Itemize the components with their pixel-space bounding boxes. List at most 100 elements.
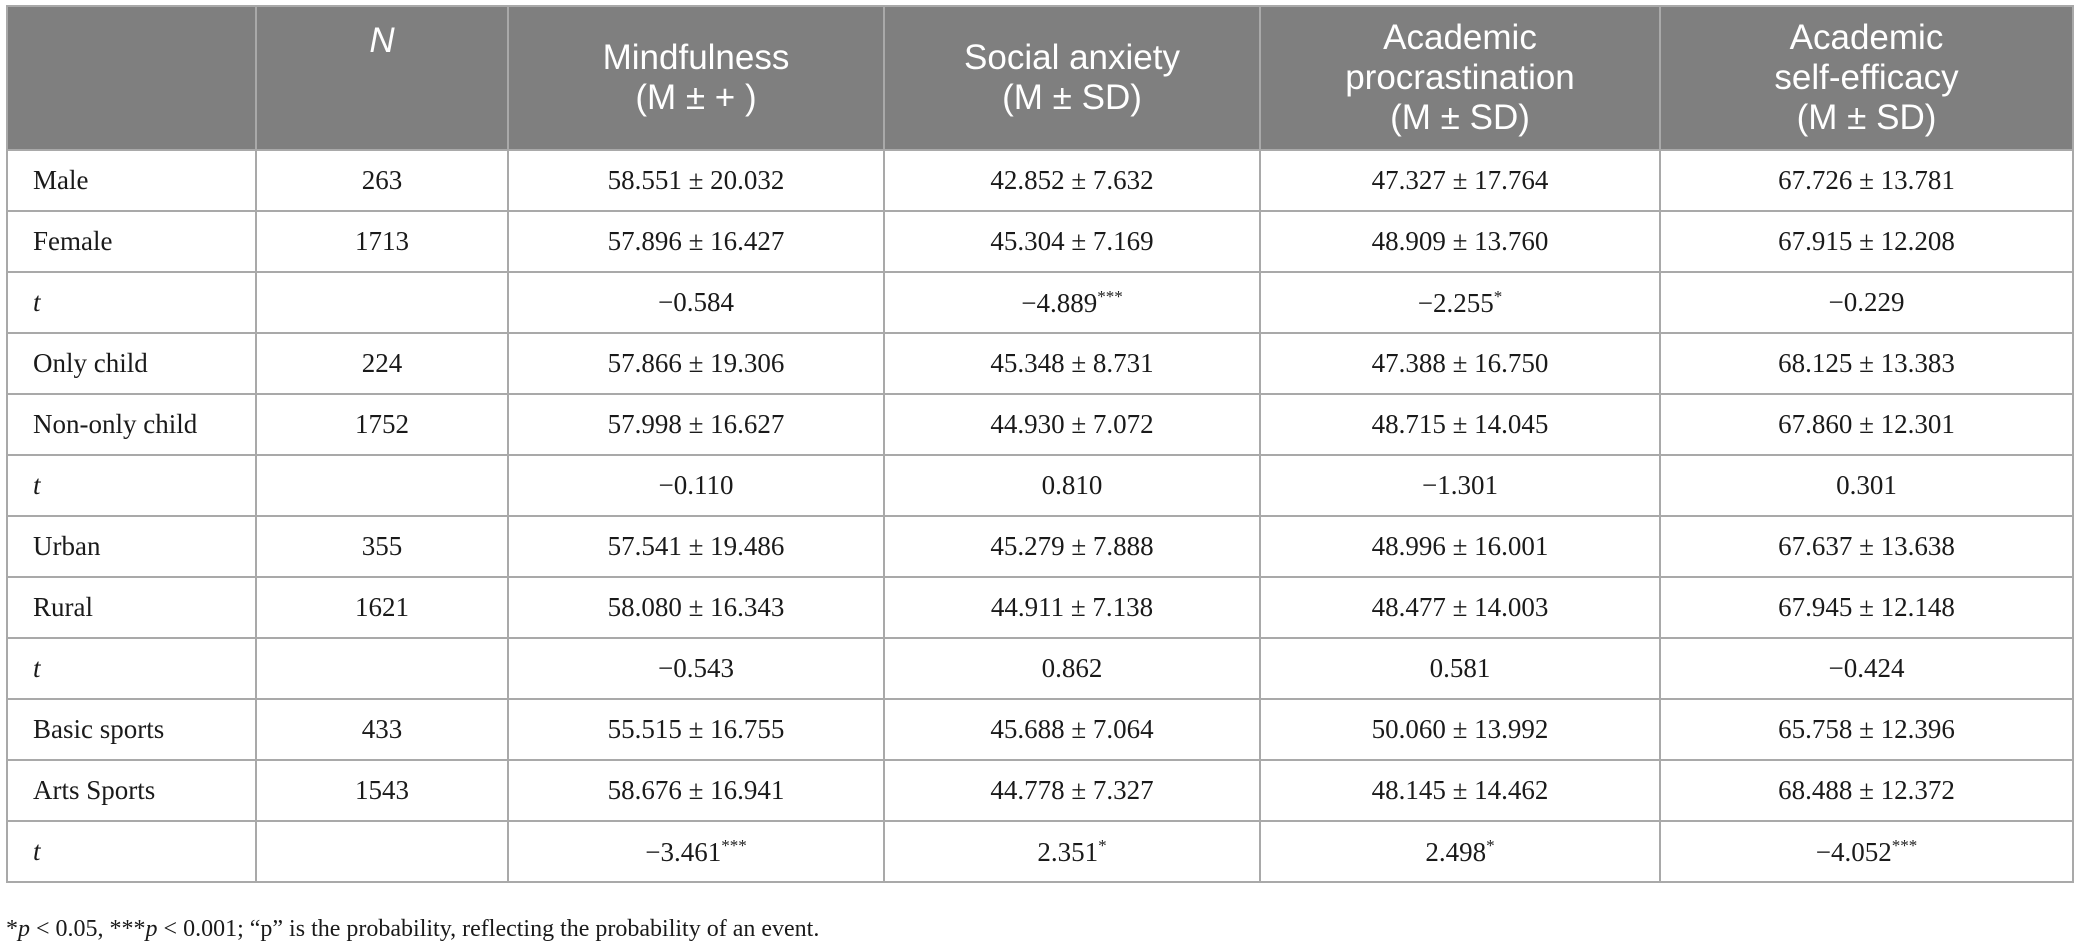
cell-social-anxiety: 45.279 ± 7.888	[883, 515, 1261, 578]
row-label: Arts Sports	[6, 759, 257, 822]
column-header-line: Social anxiety	[964, 38, 1180, 77]
table-row: t −0.584 −4.889*** −2.255* −0.229	[6, 271, 2074, 334]
table-row: t −0.543 0.862 0.581 −0.424	[6, 637, 2074, 700]
cell-mindfulness: 58.080 ± 16.343	[507, 576, 885, 639]
cell-self-efficacy: −4.052***	[1659, 820, 2074, 883]
cell-self-efficacy: 68.488 ± 12.372	[1659, 759, 2074, 822]
cell-social-anxiety: 45.348 ± 8.731	[883, 332, 1261, 395]
table-row: t −0.110 0.810 −1.301 0.301	[6, 454, 2074, 517]
significance-marker: ***	[721, 835, 747, 855]
cell-mindfulness: 55.515 ± 16.755	[507, 698, 885, 761]
table-row: t −3.461*** 2.351* 2.498* −4.052***	[6, 820, 2074, 883]
column-header-line: Mindfulness	[602, 38, 790, 77]
cell-mindfulness: −0.110	[507, 454, 885, 517]
significance-marker: *	[1098, 835, 1107, 855]
cell-self-efficacy: 65.758 ± 12.396	[1659, 698, 2074, 761]
cell-n	[255, 820, 509, 883]
table-row: Only child 224 57.866 ± 19.306 45.348 ± 8.7…	[6, 332, 2074, 395]
cell-n: 1752	[255, 393, 509, 456]
cell-self-efficacy: 67.726 ± 13.781	[1659, 149, 2074, 212]
cell-self-efficacy: 67.945 ± 12.148	[1659, 576, 2074, 639]
cell-procrastination: 2.498*	[1259, 820, 1661, 883]
cell-mindfulness: 57.998 ± 16.627	[507, 393, 885, 456]
cell-procrastination: 50.060 ± 13.992	[1259, 698, 1661, 761]
column-header-line: procrastination	[1345, 58, 1575, 97]
cell-social-anxiety: −4.889***	[883, 271, 1261, 334]
cell-n: 1713	[255, 210, 509, 273]
cell-social-anxiety: 0.810	[883, 454, 1261, 517]
descriptive-stats-table: N Mindfulness (M ± + ) Social anxiety (M ± S…	[6, 5, 2074, 883]
cell-mindfulness: 57.896 ± 16.427	[507, 210, 885, 273]
row-label: Female	[6, 210, 257, 273]
row-label: t	[6, 820, 257, 883]
cell-n	[255, 637, 509, 700]
header-row: N Mindfulness (M ± + ) Social anxiety (M ± S…	[6, 5, 2074, 151]
significance-marker: ***	[1097, 286, 1123, 306]
cell-n: 1621	[255, 576, 509, 639]
cell-mindfulness: −0.543	[507, 637, 885, 700]
column-header-1: N	[255, 5, 509, 151]
column-header-line: N	[369, 21, 395, 60]
cell-self-efficacy: −0.424	[1659, 637, 2074, 700]
cell-procrastination: −2.255*	[1259, 271, 1661, 334]
cell-procrastination: −1.301	[1259, 454, 1661, 517]
column-header-4: Academic procrastination (M ± SD)	[1259, 5, 1661, 151]
column-header-line: (M ± + )	[635, 78, 757, 117]
cell-mindfulness: −0.584	[507, 271, 885, 334]
table-row: Male 263 58.551 ± 20.032 42.852 ± 7.632 47.3…	[6, 149, 2074, 212]
row-label: Non-only child	[6, 393, 257, 456]
cell-procrastination: 48.477 ± 14.003	[1259, 576, 1661, 639]
descriptive-stats-table-container: N Mindfulness (M ± + ) Social anxiety (M ± S…	[6, 5, 2074, 883]
cell-procrastination: 0.581	[1259, 637, 1661, 700]
cell-social-anxiety: 44.930 ± 7.072	[883, 393, 1261, 456]
cell-procrastination: 48.909 ± 13.760	[1259, 210, 1661, 273]
cell-social-anxiety: 2.351*	[883, 820, 1261, 883]
cell-mindfulness: 57.541 ± 19.486	[507, 515, 885, 578]
cell-mindfulness: 58.676 ± 16.941	[507, 759, 885, 822]
cell-n: 433	[255, 698, 509, 761]
table-row: Arts Sports 1543 58.676 ± 16.941 44.778 ± 7…	[6, 759, 2074, 822]
column-header-2: Mindfulness (M ± + )	[507, 5, 885, 151]
table-row: Female 1713 57.896 ± 16.427 45.304 ± 7.169 4…	[6, 210, 2074, 273]
row-label: Basic sports	[6, 698, 257, 761]
cell-social-anxiety: 45.688 ± 7.064	[883, 698, 1261, 761]
cell-social-anxiety: 0.862	[883, 637, 1261, 700]
significance-marker: *	[1486, 835, 1495, 855]
cell-n	[255, 271, 509, 334]
row-label: t	[6, 271, 257, 334]
cell-self-efficacy: 0.301	[1659, 454, 2074, 517]
cell-procrastination: 47.327 ± 17.764	[1259, 149, 1661, 212]
cell-self-efficacy: 67.915 ± 12.208	[1659, 210, 2074, 273]
column-header-line: (M ± SD)	[1390, 98, 1530, 137]
row-label: t	[6, 637, 257, 700]
cell-social-anxiety: 44.911 ± 7.138	[883, 576, 1261, 639]
row-label: t	[6, 454, 257, 517]
cell-n: 1543	[255, 759, 509, 822]
column-header-3: Social anxiety (M ± SD)	[883, 5, 1261, 151]
cell-n: 355	[255, 515, 509, 578]
table-body: Male 263 58.551 ± 20.032 42.852 ± 7.632 47.3…	[6, 149, 2074, 883]
cell-social-anxiety: 42.852 ± 7.632	[883, 149, 1261, 212]
column-header-0	[6, 5, 257, 151]
column-header-line: Academic	[1789, 18, 1944, 57]
cell-social-anxiety: 45.304 ± 7.169	[883, 210, 1261, 273]
column-header-line: (M ± SD)	[1796, 98, 1937, 137]
table-row: Rural 1621 58.080 ± 16.343 44.911 ± 7.138 48…	[6, 576, 2074, 639]
cell-mindfulness: −3.461***	[507, 820, 885, 883]
cell-procrastination: 48.996 ± 16.001	[1259, 515, 1661, 578]
cell-procrastination: 48.145 ± 14.462	[1259, 759, 1661, 822]
column-header-5: Academic self-efficacy (M ± SD)	[1659, 5, 2074, 151]
table-header: N Mindfulness (M ± + ) Social anxiety (M ± S…	[6, 5, 2074, 151]
row-label: Only child	[6, 332, 257, 395]
cell-self-efficacy: 67.637 ± 13.638	[1659, 515, 2074, 578]
column-header-line: self-efficacy	[1774, 58, 1959, 97]
table-row: Urban 355 57.541 ± 19.486 45.279 ± 7.888 48.…	[6, 515, 2074, 578]
row-label: Urban	[6, 515, 257, 578]
cell-procrastination: 47.388 ± 16.750	[1259, 332, 1661, 395]
cell-social-anxiety: 44.778 ± 7.327	[883, 759, 1261, 822]
cell-self-efficacy: 67.860 ± 12.301	[1659, 393, 2074, 456]
cell-n	[255, 454, 509, 517]
cell-n: 224	[255, 332, 509, 395]
table-row: Non-only child 1752 57.998 ± 16.627 44.930 …	[6, 393, 2074, 456]
significance-marker: *	[1493, 286, 1503, 306]
